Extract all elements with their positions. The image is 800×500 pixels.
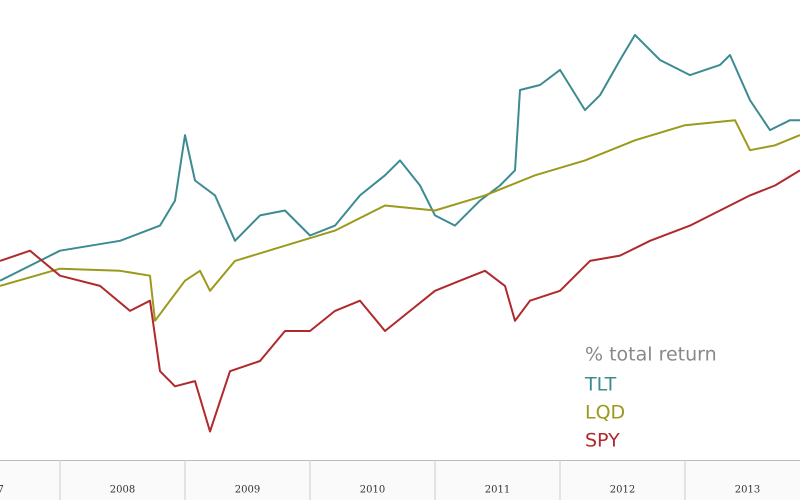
annotation: % total return <box>585 344 717 366</box>
x-tick-label: 2010 <box>360 485 385 496</box>
x-tick-label: 2013 <box>735 485 760 496</box>
x-tick-label: 2009 <box>235 485 260 496</box>
line <box>0 169 800 433</box>
legend-label: LQD <box>585 402 625 424</box>
line <box>0 119 800 322</box>
x-tick-label: 2011 <box>485 485 510 496</box>
x-axis-band <box>0 460 800 500</box>
x-tick-label: 07 <box>0 485 4 496</box>
x-tick-label: 2008 <box>110 485 135 496</box>
legend-label: TLT <box>584 374 617 396</box>
legend-label: SPY <box>585 430 620 452</box>
x-tick-label: 2012 <box>610 485 635 496</box>
line <box>0 33 800 282</box>
